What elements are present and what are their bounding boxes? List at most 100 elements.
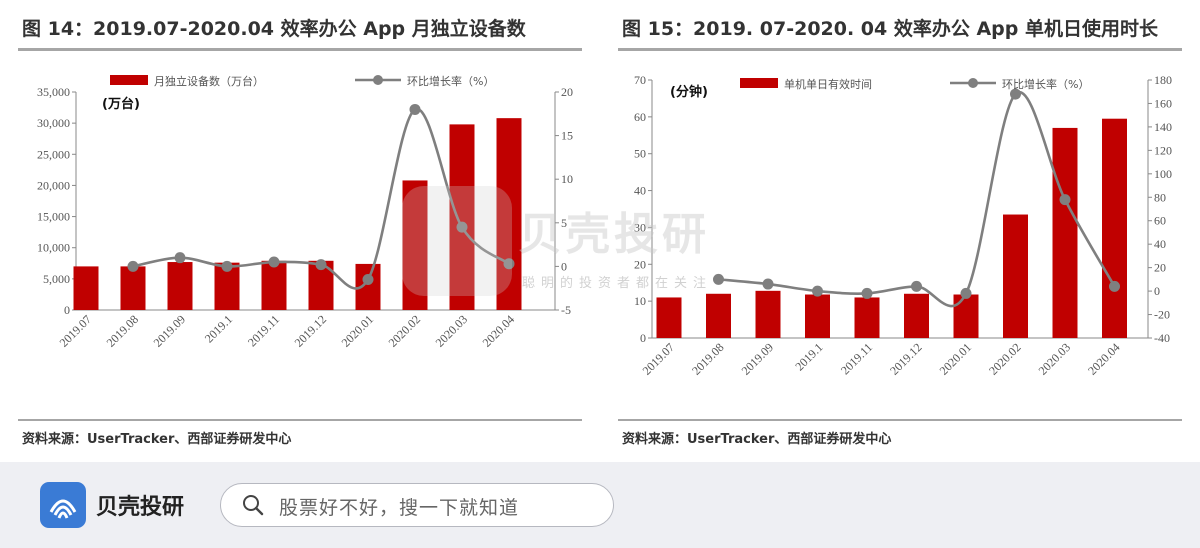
y-right-tick-label: 5 — [561, 216, 567, 230]
growth-rate-line — [718, 90, 1116, 308]
y-left-tick-label: 25,000 — [37, 147, 70, 161]
y-right-tick-label: 0 — [561, 259, 567, 273]
bar-2020.03 — [1052, 127, 1078, 339]
y-axis-unit-label: (分钟) — [670, 84, 708, 100]
bar-2019.11 — [261, 260, 287, 310]
y-right-tick-label: 40 — [1154, 237, 1166, 251]
x-tick-label: 2020.01 — [339, 312, 376, 349]
y-right-tick-label: 80 — [1154, 190, 1166, 204]
x-tick-label: 2020.02 — [986, 340, 1023, 377]
x-tick-label: 2019.09 — [739, 340, 776, 377]
legend-bar-label: 单机单日有效时间 — [784, 77, 872, 91]
growth-point-2019.08 — [713, 273, 724, 285]
device-count-chart: 0 5,000 10,000 15,000 20,000 25,000 30,000 35,0… — [37, 74, 573, 350]
growth-point-2019.1 — [812, 285, 823, 297]
y-left-tick-label: 40 — [634, 184, 646, 198]
figure-title: 图 15：2019. 07-2020. 04 效率办公 App 单机日使用时长 — [622, 18, 1158, 40]
figure-title: 图 14：2019.07-2020.04 效率办公 App 月独立设备数 — [22, 18, 526, 40]
bar-2019.12 — [904, 293, 929, 338]
growth-point-2020.04 — [1109, 280, 1120, 292]
growth-point-2019.1 — [221, 260, 233, 272]
y-right-tick-label: 20 — [561, 85, 573, 99]
legend-line-marker — [373, 75, 383, 85]
bar-2020.02 — [1003, 214, 1028, 338]
y-right-tick-label: -40 — [1154, 331, 1170, 345]
y-left-tick-label: 70 — [634, 73, 646, 87]
y-left-tick-label: 35,000 — [37, 85, 70, 99]
y-left-tick-label: 0 — [64, 303, 70, 317]
growth-point-2019.08 — [127, 260, 139, 272]
growth-point-2020.01 — [960, 287, 972, 299]
x-tick-label: 2019.07 — [57, 312, 94, 349]
usage-time-chart: 0 10 20 30 40 50 60 70 -40 -20 0 20 40 60 80 100 120 140 1… — [634, 73, 1172, 378]
search-icon — [243, 495, 264, 516]
x-tick-label: 2019.11 — [838, 340, 875, 377]
y-right-tick-label: -5 — [561, 303, 571, 317]
x-tick-label: 2019.07 — [640, 340, 677, 377]
chart-panel-14: 图 14：2019.07-2020.04 效率办公 App 月独立设备数 0 5,… — [0, 0, 600, 462]
brand-logo-icon[interactable] — [40, 482, 86, 528]
y-right-tick-label: 20 — [1154, 261, 1166, 275]
legend-bar-label: 月独立设备数（万台） — [154, 74, 264, 88]
growth-point-2019.11 — [861, 287, 873, 299]
bar-2020.03 — [449, 124, 475, 310]
growth-point-2020.03 — [456, 221, 468, 233]
source-divider — [618, 419, 1182, 421]
bar-2019.08 — [706, 293, 731, 338]
y-right-tick-label: 140 — [1154, 120, 1172, 134]
x-tick-label: 2019.08 — [689, 340, 726, 377]
brand-name: 贝壳投研 — [96, 495, 185, 520]
y-right-tick-label: 160 — [1154, 96, 1172, 110]
bar-2020.02 — [402, 180, 428, 310]
y-left-tick-label: 15,000 — [37, 210, 70, 224]
footer-bar: 贝壳投研 股票好不好，搜一下就知道 — [0, 462, 1200, 548]
source-note: 资料来源：UserTracker、西部证券研发中心 — [22, 432, 292, 447]
bar-2019.09 — [167, 262, 193, 310]
growth-point-2020.01 — [362, 273, 374, 285]
x-tick-label: 2019.1 — [202, 312, 235, 345]
y-right-tick-label: 100 — [1154, 167, 1172, 181]
search-input[interactable]: 股票好不好，搜一下就知道 — [220, 483, 614, 527]
x-tick-label: 2019.11 — [245, 312, 282, 349]
chart-panel-15: 图 15：2019. 07-2020. 04 效率办公 App 单机日使用时长 … — [600, 0, 1200, 462]
y-left-tick-label: 5,000 — [43, 272, 70, 286]
x-tick-label: 2020.03 — [1036, 340, 1073, 377]
source-divider — [18, 419, 582, 421]
x-tick-label: 2020.04 — [480, 312, 517, 349]
growth-point-2019.12 — [315, 259, 327, 271]
bar-2020.04 — [1102, 118, 1127, 338]
y-right-tick-label: 180 — [1154, 73, 1172, 87]
watermark-slogan: 聪明的投资者都在关注 — [522, 276, 713, 291]
growth-point-2020.02 — [409, 103, 421, 115]
watermark-name: 贝壳投研 — [518, 209, 710, 260]
x-tick-label: 2020.02 — [386, 312, 423, 349]
growth-point-2020.02 — [1010, 88, 1021, 100]
growth-point-2019.09 — [762, 278, 774, 290]
legend-line-marker — [968, 78, 978, 88]
bar-2019.08 — [120, 266, 146, 310]
bar-2019.1 — [805, 294, 830, 338]
y-left-tick-label: 20 — [634, 257, 646, 271]
legend-line-label: 环比增长率（%） — [1002, 77, 1089, 91]
x-tick-label: 2019.12 — [292, 312, 329, 349]
x-tick-label: 2019.1 — [792, 340, 825, 373]
bar-2019.11 — [854, 297, 880, 338]
growth-rate-line — [132, 107, 510, 290]
x-tick-label: 2020.03 — [433, 312, 470, 349]
title-divider — [18, 48, 582, 51]
y-left-tick-label: 60 — [634, 110, 646, 124]
x-tick-label: 2020.01 — [937, 340, 974, 377]
y-right-tick-label: 10 — [561, 172, 573, 186]
y-right-tick-label: 15 — [561, 129, 573, 143]
y-right-tick-label: 60 — [1154, 214, 1166, 228]
x-tick-label: 2019.08 — [104, 312, 141, 349]
y-right-tick-label: 120 — [1154, 143, 1172, 157]
x-tick-label: 2019.09 — [151, 312, 188, 349]
search-placeholder: 股票好不好，搜一下就知道 — [279, 497, 520, 519]
title-divider — [618, 48, 1182, 51]
y-left-tick-label: 30,000 — [37, 116, 70, 130]
legend-line-label: 环比增长率（%） — [407, 74, 494, 88]
watermark-logo-icon — [402, 186, 512, 296]
growth-point-2019.12 — [911, 280, 922, 292]
growth-point-2019.11 — [268, 256, 280, 268]
